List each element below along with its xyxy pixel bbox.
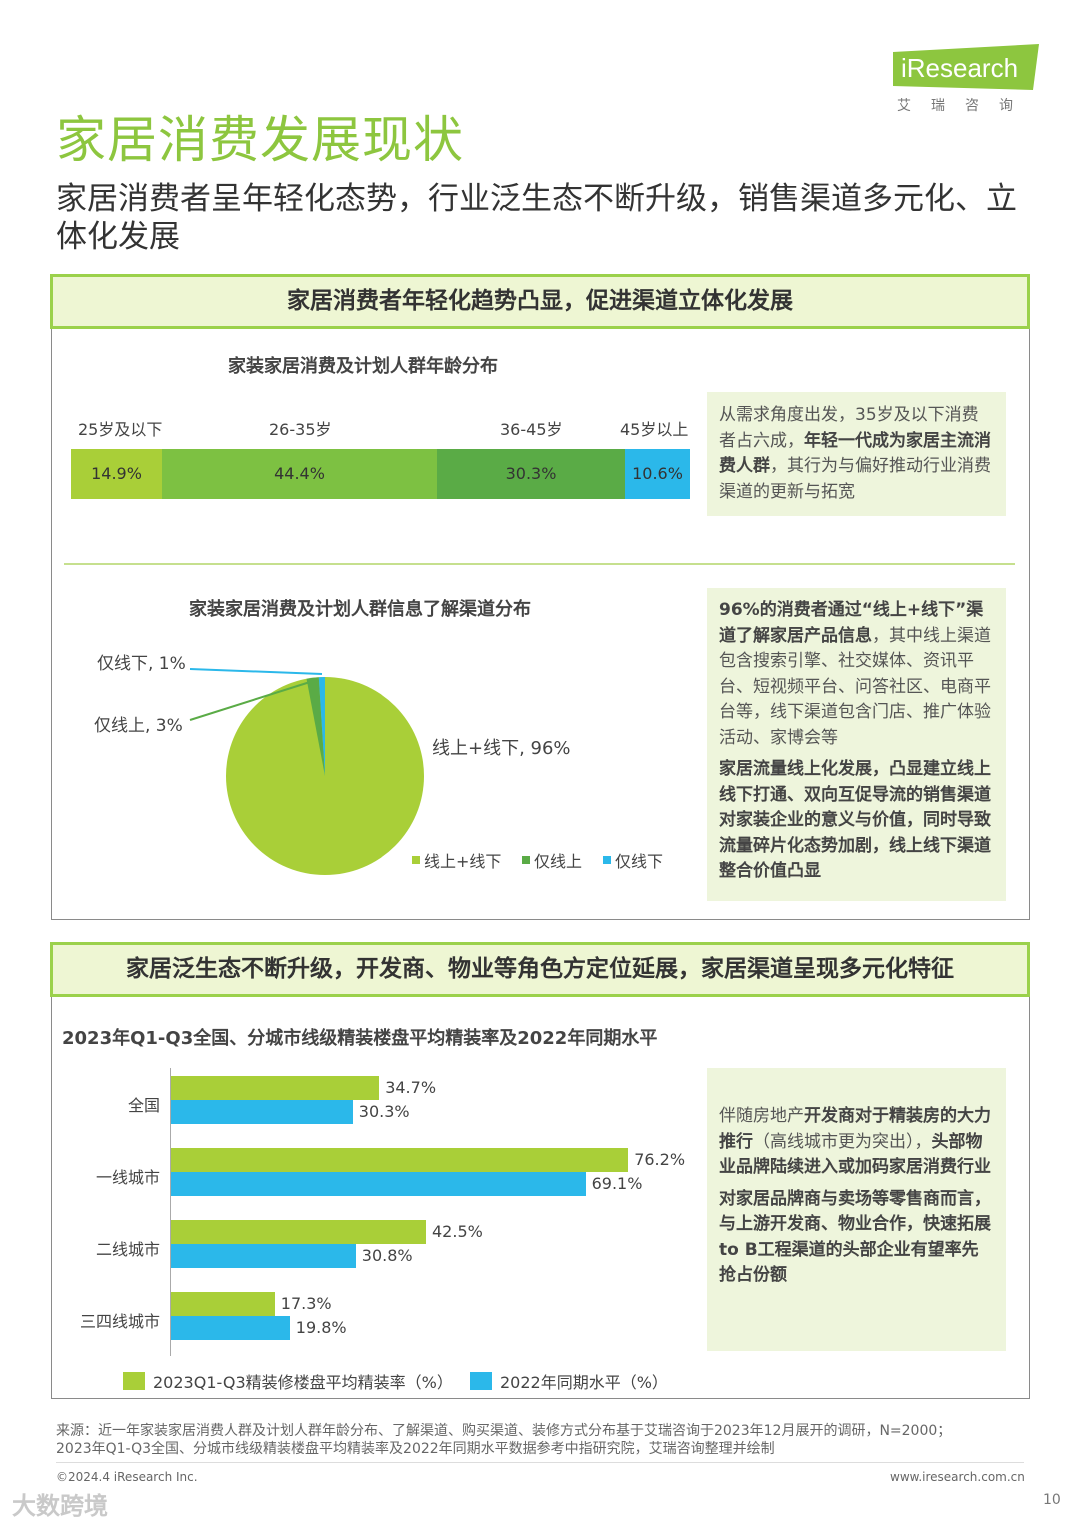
age-note-t2: ，其行为与偏好推动行业消费渠道的更新与拓宽	[719, 456, 991, 502]
age-label-1: 26-35岁	[269, 420, 332, 439]
pie-legend-0: 线上+线下	[412, 848, 501, 872]
bar-note-t2: （高线城市更为突出），	[753, 1131, 932, 1152]
age-label-0: 25岁及以下	[78, 420, 163, 439]
pie-legend-0-label: 线上+线下	[424, 852, 502, 871]
age-seg-0-value: 14.9%	[91, 464, 142, 483]
section2-header: 家居泛生态不断升级，开发商、物业等角色方定位延展，家居渠道呈现多元化特征	[50, 942, 1030, 997]
footer-divider	[56, 1462, 1024, 1463]
bar-axis	[170, 1068, 171, 1356]
source-note: 来源：近一年家装家居消费人群及计划人群年龄分布、了解渠道、购买渠道、装修方式分布…	[56, 1422, 1036, 1458]
age-note-t1: 从需求角度出发，35岁及以下消费者占六成，	[719, 405, 979, 451]
age-note-b1: 年轻一代成为家居主流消费人群	[719, 430, 991, 477]
bar-note-b2: 头部物业品牌陆续进入或加码家居消费行业	[719, 1131, 991, 1178]
section1-divider	[64, 563, 1015, 565]
swatch	[603, 856, 611, 864]
pie-label-offline: 仅线下, 1%	[97, 654, 186, 674]
bar-legend-0: 2023Q1-Q3精装修楼盘平均精装率（%）	[123, 1369, 453, 1393]
logo-cn-text: 艾瑞咨询	[897, 98, 1033, 114]
pie-legend-2: 仅线下	[603, 848, 663, 872]
iresearch-logo: iResearch	[893, 44, 1041, 120]
page-subtitle: 家居消费者呈年轻化态势，行业泛生态不断升级，销售渠道多元化、立体化发展	[56, 181, 1017, 255]
age-seg-3: 10.6%	[625, 449, 690, 499]
logo-text: iResearch	[901, 53, 1018, 83]
age-label-2: 36-45岁	[500, 420, 563, 439]
leader-line-offline	[189, 668, 323, 675]
page-title: 家居消费发展现状	[56, 111, 464, 169]
age-seg-1-value: 44.4%	[274, 464, 325, 483]
pie-note: 96%的消费者通过“线上+线下”渠道了解家居产品信息，其中线上渠道包含搜索引擎、…	[707, 588, 1006, 901]
pie-label-online: 仅线上, 3%	[94, 716, 183, 736]
age-label-3: 45岁以上	[620, 420, 689, 439]
bar-note-t1: 伴随房地产	[719, 1106, 804, 1126]
pie-chart-title: 家装家居消费及计划人群信息了解渠道分布	[189, 599, 531, 620]
age-seg-2-value: 30.3%	[505, 464, 557, 483]
bar-legend-1-label: 2022年同期水平（%）	[500, 1373, 668, 1392]
bar-note-b3: 对家居品牌商与卖场等零售商而言，与上游开发商、物业合作，快速拓展to B工程渠道…	[719, 1188, 991, 1286]
swatch	[522, 856, 530, 864]
bar-chart-title: 2023年Q1-Q3全国、分城市线级精装楼盘平均精装率及2022年同期水平	[62, 1028, 658, 1049]
age-seg-0: 14.9%	[71, 449, 162, 499]
age-stacked-bar: 14.9% 44.4% 30.3% 10.6%	[71, 449, 690, 499]
pie-note-b1: 96%的消费者通过“线上+线下”渠道了解家居产品信息	[719, 600, 984, 646]
copyright: ©2024.4 iResearch Inc.	[56, 1470, 198, 1484]
pie-note-b2: 家居流量线上化发展，凸显建立线上线下打通、双向互促导流的销售渠道对家装企业的意义…	[719, 759, 991, 881]
source-line-1: 来源：近一年家装家居消费人群及计划人群年龄分布、了解渠道、购买渠道、装修方式分布…	[56, 1423, 952, 1439]
pie-legend-1-label: 仅线上	[534, 852, 583, 871]
watermark: 大数跨境	[12, 1492, 108, 1520]
pie-legend-1: 仅线上	[522, 848, 582, 872]
age-seg-3-value: 10.6%	[632, 464, 683, 483]
swatch	[412, 856, 420, 864]
bar-legend-0-label: 2023Q1-Q3精装修楼盘平均精装率（%）	[153, 1373, 453, 1392]
bar-note-b1: 开发商对于精装房的大力推行	[719, 1106, 991, 1152]
website-link[interactable]: www.iresearch.com.cn	[890, 1470, 1025, 1484]
pie-note-t1: ，其中线上渠道包含搜索引擎、社交媒体、资讯平台、短视频平台、问答社区、电商平台等…	[719, 625, 991, 748]
pie-slice-online	[306, 677, 325, 776]
bar-legend-1: 2022年同期水平（%）	[470, 1369, 668, 1393]
source-line-2: 2023年Q1-Q3全国、分城市线级精装楼盘平均精装率及2022年同期水平数据参…	[56, 1441, 775, 1457]
pie-chart	[189, 668, 424, 875]
section1-header: 家居消费者年轻化趋势凸显，促进渠道立体化发展	[50, 274, 1030, 329]
age-seg-2: 30.3%	[437, 449, 625, 499]
pie-legend-2-label: 仅线下	[615, 852, 664, 871]
age-chart-title: 家装家居消费及计划人群年龄分布	[228, 356, 498, 377]
age-note: 从需求角度出发，35岁及以下消费者占六成，年轻一代成为家居主流消费人群，其行为与…	[707, 392, 1006, 516]
swatch	[123, 1372, 145, 1390]
pie-label-online-offline: 线上+线下, 96%	[432, 738, 571, 759]
bar-note: 伴随房地产开发商对于精装房的大力推行（高线城市更为突出），头部物业品牌陆续进入或…	[707, 1068, 1006, 1351]
swatch	[470, 1372, 492, 1390]
page-number: 10	[1043, 1492, 1061, 1508]
pie-slice-offline	[318, 677, 325, 776]
leader-line-online	[189, 681, 311, 721]
age-seg-1: 44.4%	[162, 449, 437, 499]
